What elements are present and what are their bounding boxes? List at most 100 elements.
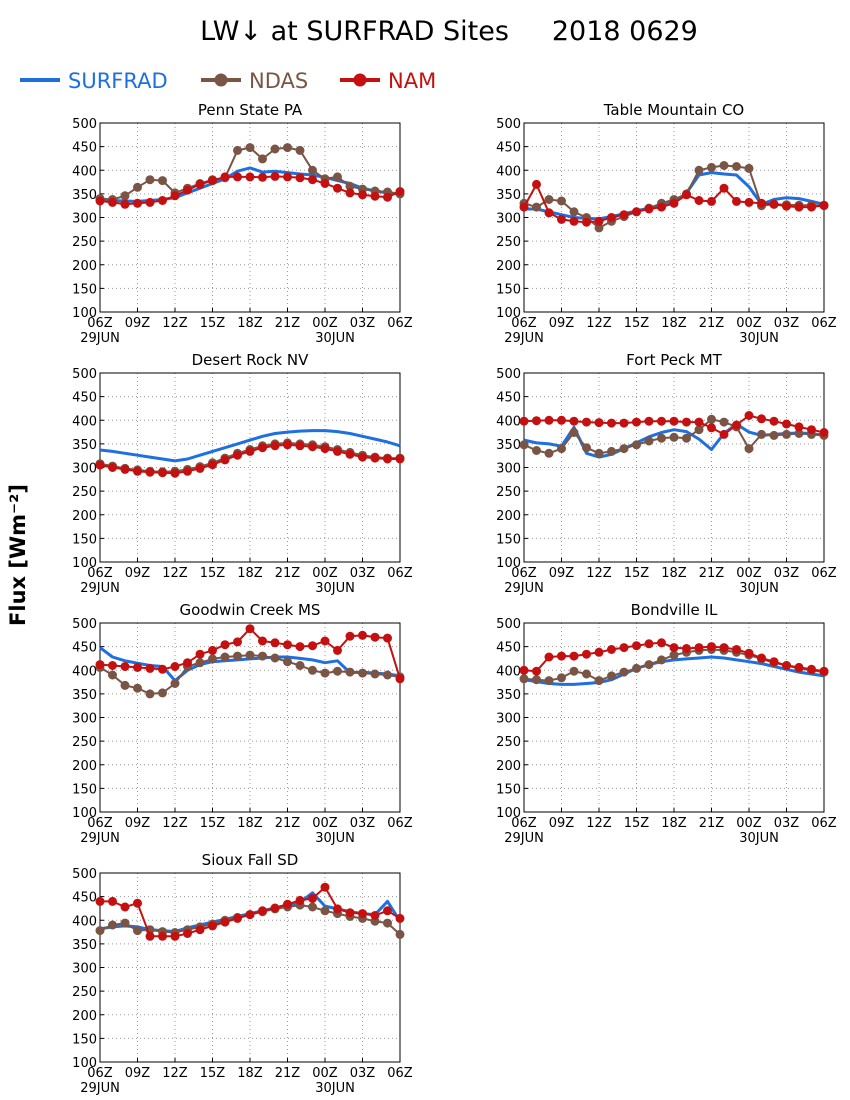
- x-tick-label: 00Z: [312, 816, 338, 831]
- x-tick-label: 06Z: [387, 566, 413, 581]
- data-point: [295, 145, 305, 155]
- x-tick-label: 18Z: [661, 566, 687, 581]
- data-point: [233, 637, 242, 647]
- legend: SURFRAD NDAS NAM: [20, 69, 436, 93]
- data-point: [644, 416, 654, 426]
- x-tick-label: 12Z: [586, 566, 612, 581]
- data-point: [544, 415, 554, 425]
- data-point: [183, 658, 192, 668]
- data-point: [632, 663, 641, 673]
- data-point: [183, 929, 192, 938]
- data-point: [632, 440, 641, 450]
- x-tick-label: 00Z: [312, 566, 338, 581]
- grid: [524, 373, 824, 562]
- data-point: [108, 670, 117, 680]
- data-point: [233, 172, 242, 182]
- x-tick-label: 09Z: [125, 316, 151, 331]
- data-point: [732, 162, 741, 171]
- data-point: [245, 910, 255, 920]
- data-point: [657, 202, 666, 212]
- data-point: [258, 906, 267, 916]
- data-point: [95, 926, 105, 936]
- data-point: [295, 661, 305, 670]
- data-point: [569, 216, 579, 226]
- data-point: [170, 931, 180, 941]
- data-point: [133, 683, 142, 693]
- y-tick-label: 250: [72, 485, 97, 500]
- data-point: [694, 165, 704, 175]
- data-point: [120, 680, 130, 690]
- y-tick-label: 500: [72, 367, 97, 382]
- data-point: [632, 641, 641, 651]
- y-tick-label: 450: [72, 391, 97, 406]
- data-point: [220, 172, 230, 182]
- data-point: [519, 674, 529, 684]
- y-tick-label: 150: [72, 782, 97, 797]
- data-point: [195, 658, 205, 668]
- data-point: [270, 903, 280, 913]
- data-point: [345, 908, 355, 918]
- series-nam: [95, 882, 405, 941]
- data-point: [757, 198, 766, 208]
- data-point: [370, 669, 380, 679]
- y-tick-label: 450: [72, 641, 97, 656]
- data-point: [819, 666, 829, 676]
- data-point: [744, 648, 754, 658]
- x-tick-label: 12Z: [162, 816, 188, 831]
- x-date-label: 30JUN: [315, 331, 355, 346]
- data-point: [644, 660, 654, 670]
- y-tick-label: 250: [72, 985, 97, 1000]
- data-point: [170, 191, 180, 201]
- x-tick-label: 03Z: [350, 316, 376, 331]
- data-point: [669, 198, 679, 208]
- legend-item-nam: NAM: [340, 69, 436, 93]
- page-title: LW↓ at SURFRAD Sites 2018 0629: [200, 16, 698, 47]
- data-point: [582, 417, 591, 427]
- y-tick-label: 150: [72, 532, 97, 547]
- data-point: [594, 448, 604, 458]
- data-point: [757, 414, 766, 424]
- data-point: [133, 926, 142, 936]
- data-point: [120, 662, 130, 671]
- y-tick-label: 350: [72, 938, 97, 953]
- x-tick-label: 03Z: [774, 566, 800, 581]
- data-point: [345, 667, 355, 677]
- data-point: [258, 172, 267, 182]
- data-point: [569, 651, 579, 661]
- legend-label: SURFRAD: [68, 69, 168, 93]
- data-point: [333, 446, 342, 456]
- data-point: [519, 202, 529, 212]
- data-point: [395, 913, 405, 923]
- data-point: [769, 199, 779, 209]
- data-point: [220, 455, 230, 465]
- y-tick-label: 450: [496, 141, 521, 156]
- data-point: [557, 651, 566, 661]
- data-point: [345, 188, 355, 198]
- data-point: [158, 931, 167, 941]
- data-point: [333, 183, 342, 193]
- y-tick-label: 100: [72, 806, 97, 821]
- y-tick-label: 300: [496, 462, 521, 477]
- panel-title: Desert Rock NV: [192, 351, 309, 369]
- x-tick-label: 21Z: [699, 316, 725, 331]
- data-point: [682, 417, 691, 427]
- data-point: [358, 909, 367, 919]
- data-point: [607, 645, 616, 654]
- data-point: [108, 920, 117, 930]
- x-date-label: 29JUN: [504, 331, 544, 346]
- y-tick-label: 350: [496, 688, 521, 703]
- data-point: [183, 185, 192, 195]
- data-point: [370, 911, 380, 920]
- x-tick-label: 15Z: [200, 1066, 226, 1081]
- data-point: [158, 468, 167, 478]
- y-tick-label: 350: [496, 438, 521, 453]
- data-point: [95, 460, 105, 470]
- data-point: [258, 443, 267, 453]
- y-tick-label: 350: [496, 188, 521, 203]
- x-date-label: 30JUN: [739, 331, 779, 346]
- y-tick-label: 100: [72, 306, 97, 321]
- data-point: [807, 202, 816, 212]
- x-tick-label: 18Z: [237, 316, 263, 331]
- data-point: [158, 688, 167, 698]
- chart-panel: Table Mountain CO 06Z 09Z 12Z 15Z 18Z 21Z 00Z 03…: [496, 101, 837, 346]
